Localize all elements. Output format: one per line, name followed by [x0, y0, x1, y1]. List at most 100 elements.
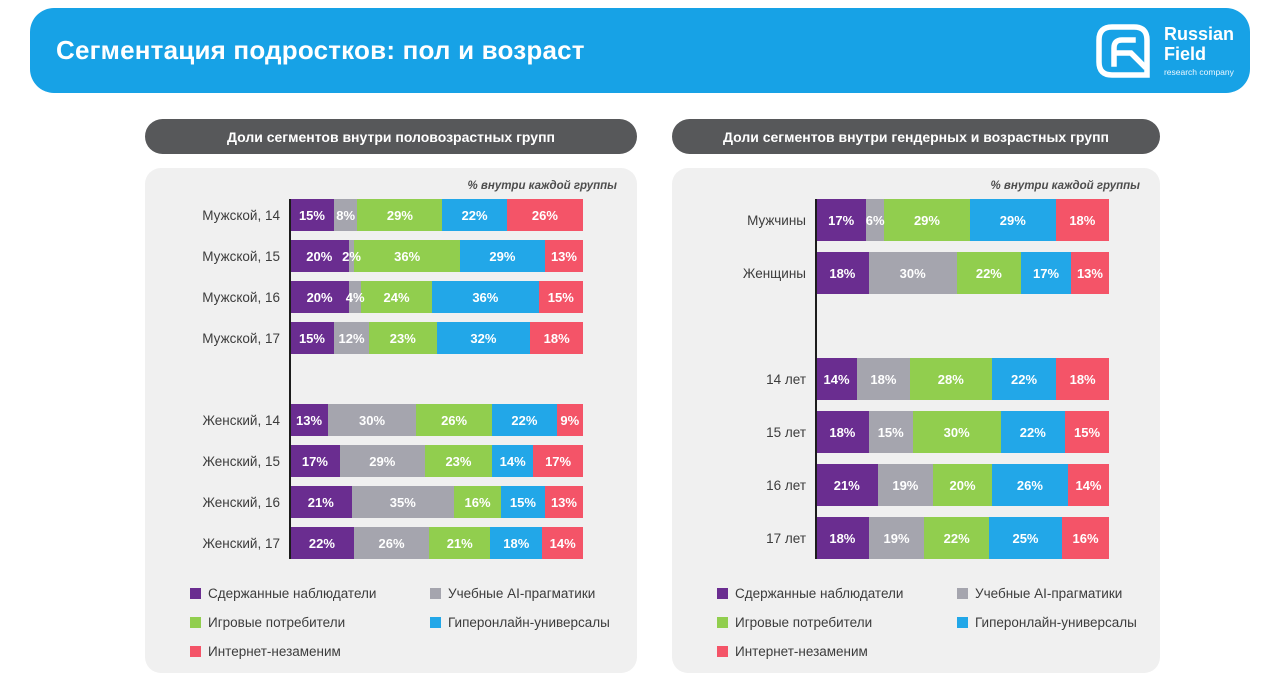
bar-value-label: 15% — [298, 207, 325, 223]
bar-segment: 18% — [1055, 199, 1109, 241]
chart-row: Женский, 15 17% 29% 23% 14% 17% — [165, 445, 617, 477]
bar-segment: 20% — [290, 240, 349, 272]
bar-value-label: 13% — [296, 412, 323, 428]
left-chart-note: % внутри каждой группы — [467, 180, 618, 192]
legend-item: Сдержанные наблюдатели — [190, 586, 430, 601]
logo-text: Russian Field research company — [1164, 24, 1234, 77]
bar-value-label: 22% — [943, 530, 970, 546]
legend-item: Гиперонлайн-универсалы — [430, 615, 617, 630]
group-spacer — [165, 363, 617, 404]
row-label: Мужской, 17 — [202, 330, 280, 346]
bar-segment: 12% — [333, 322, 370, 354]
bar-segment: 35% — [351, 486, 455, 518]
stacked-bar: 18% 15% 30% 22% 15% — [816, 411, 1109, 453]
bar-segment: 28% — [909, 358, 992, 400]
bar-segment: 30% — [912, 411, 1001, 453]
bar-value-label: 18% — [829, 265, 856, 281]
stacked-bar: 20% 2% 36% 29% 13% — [290, 240, 583, 272]
bar-value-label: 30% — [899, 265, 926, 281]
bar-segment: 22% — [956, 252, 1022, 294]
row-label: 14 лет — [766, 371, 806, 387]
legend-item: Игровые потребители — [190, 615, 430, 630]
bar-segment: 22% — [1000, 411, 1066, 453]
bar-segment: 14% — [1067, 464, 1109, 506]
row-label: 16 лет — [766, 477, 806, 493]
bar-value-label: 20% — [306, 289, 333, 305]
chart-row: Мужской, 16 20% 4% 24% 36% 15% — [165, 281, 617, 313]
bar-segment: 16% — [454, 486, 501, 518]
legend-label: Интернет-незаменим — [735, 644, 868, 659]
bar-value-label: 17% — [301, 453, 328, 469]
bar-segment: 4% — [346, 281, 365, 313]
bar-value-label: 22% — [511, 412, 538, 428]
left-chart: Мужской, 14 15% 8% 29% 22% 26% Мужской, 15 20% 2… — [165, 199, 617, 559]
bar-value-label: 29% — [386, 207, 413, 223]
bar-segment: 32% — [436, 322, 531, 354]
bar-segment: 17% — [816, 199, 867, 241]
legend-label: Интернет-незаменим — [208, 644, 341, 659]
bar-value-label: 15% — [547, 289, 574, 305]
bar-value-label: 13% — [1076, 265, 1103, 281]
left-chart-panel: % внутри каждой группы Мужской, 14 15% 8% 2… — [145, 168, 637, 673]
bar-segment: 25% — [988, 517, 1063, 559]
legend-item: Учебные AI-прагматики — [430, 586, 617, 601]
bar-segment: 18% — [1056, 358, 1109, 400]
row-label: Женский, 15 — [202, 453, 280, 469]
bar-value-label: 21% — [446, 535, 473, 551]
bar-segment: 15% — [1065, 411, 1109, 453]
bar-segment: 22% — [492, 404, 557, 436]
bar-segment: 14% — [492, 445, 534, 477]
bar-value-label: 29% — [369, 453, 396, 469]
bar-segment: 20% — [290, 281, 350, 313]
bar-segment: 13% — [544, 486, 583, 518]
bar-segment: 18% — [816, 252, 869, 294]
bar-segment: 17% — [1021, 252, 1071, 294]
y-axis-line — [815, 199, 817, 559]
y-axis-line — [289, 199, 291, 559]
bar-segment: 30% — [868, 252, 957, 294]
right-column: Доли сегментов внутри гендерных и возрас… — [672, 119, 1160, 673]
legend-label: Гиперонлайн-универсалы — [448, 615, 610, 630]
legend-swatch-icon — [717, 646, 728, 657]
bar-segment: 22% — [991, 358, 1057, 400]
russian-field-logo-icon — [1096, 23, 1150, 78]
bar-value-label: 14% — [549, 535, 576, 551]
left-column: Доли сегментов внутри половозрастных гру… — [145, 119, 637, 673]
legend-item: Игровые потребители — [717, 615, 957, 630]
bar-segment: 22% — [442, 199, 507, 231]
bar-value-label: 18% — [543, 330, 570, 346]
bar-segment: 19% — [868, 517, 925, 559]
bar-segment: 21% — [816, 464, 878, 506]
legend-label: Сдержанные наблюдатели — [735, 586, 904, 601]
bar-value-label: 2% — [342, 248, 361, 264]
stacked-bar: 17% 29% 23% 14% 17% — [290, 445, 583, 477]
stacked-bar: 14% 18% 28% 22% 18% — [816, 358, 1109, 400]
bar-segment: 13% — [1070, 252, 1109, 294]
row-label: Женский, 14 — [202, 412, 280, 428]
header-bar: Сегментация подростков: пол и возраст Ru… — [30, 8, 1250, 93]
bar-segment: 23% — [424, 445, 493, 477]
legend-label: Сдержанные наблюдатели — [208, 586, 377, 601]
bar-value-label: 16% — [464, 494, 491, 510]
bar-segment: 15% — [290, 322, 334, 354]
legend-swatch-icon — [190, 646, 201, 657]
row-label: Женщины — [742, 265, 806, 281]
bar-value-label: 6% — [865, 212, 885, 228]
bar-segment: 26% — [353, 527, 430, 559]
legend-label: Игровые потребители — [735, 615, 873, 630]
stacked-bar: 20% 4% 24% 36% 15% — [290, 281, 583, 313]
bar-value-label: 18% — [870, 371, 897, 387]
bar-value-label: 4% — [345, 289, 365, 305]
legend-label: Гиперонлайн-универсалы — [975, 615, 1137, 630]
chart-row: 16 лет 21% 19% 20% 26% 14% — [692, 464, 1140, 506]
logo-line-2: Field — [1163, 44, 1206, 64]
bar-segment: 15% — [290, 199, 334, 231]
bar-value-label: 36% — [472, 289, 499, 305]
chart-row: 17 лет 18% 19% 22% 25% 16% — [692, 517, 1140, 559]
bar-value-label: 30% — [359, 412, 386, 428]
bar-value-label: 18% — [1069, 212, 1096, 228]
bar-value-label: 21% — [833, 477, 860, 493]
bar-segment: 20% — [933, 464, 992, 506]
stacked-bar: 13% 30% 26% 22% 9% — [290, 404, 584, 436]
